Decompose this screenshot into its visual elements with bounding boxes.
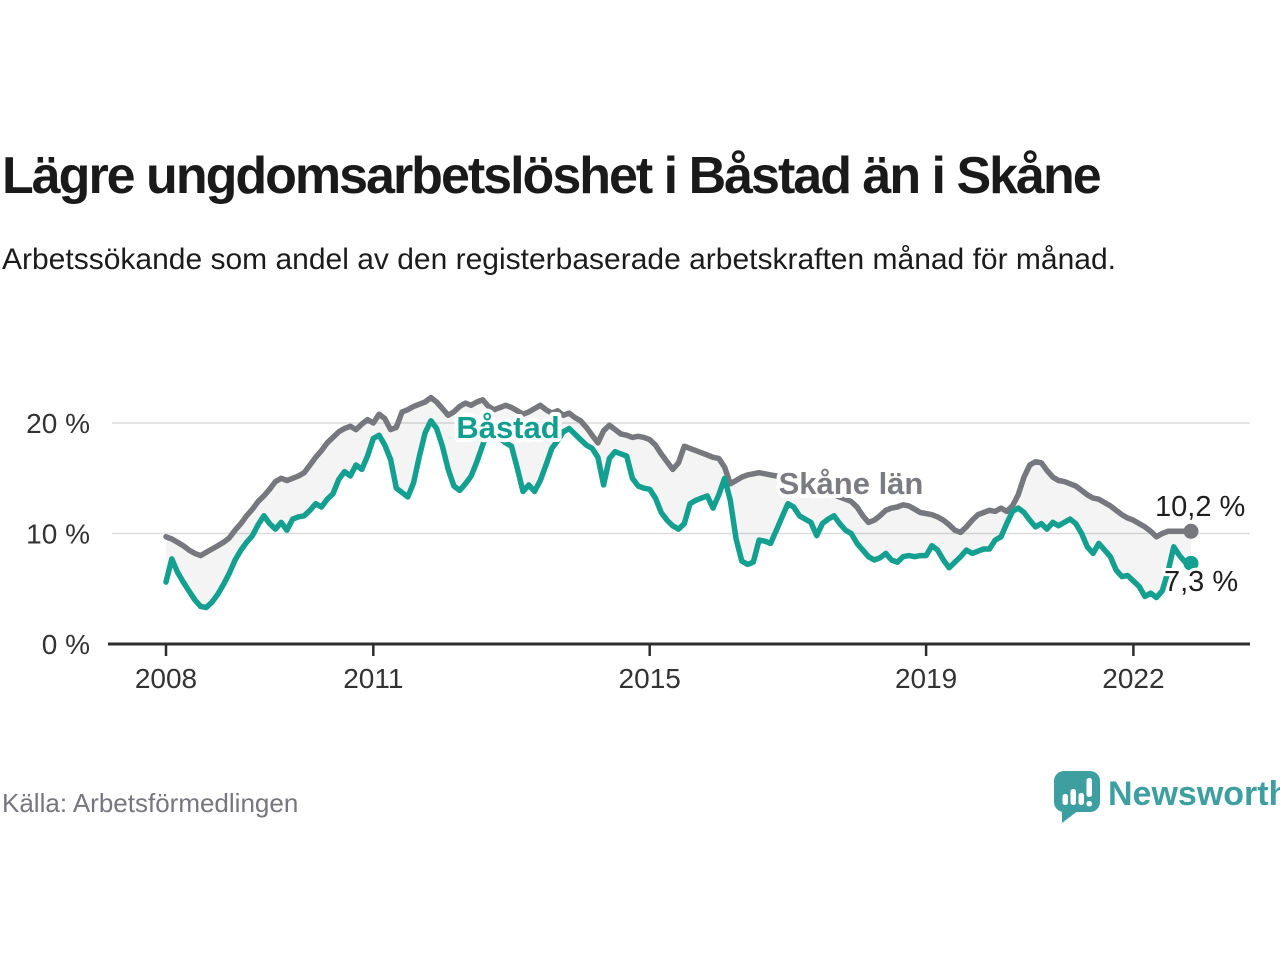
page-title: Lägre ungdomsarbetslöshet i Båstad än i … <box>2 147 1102 205</box>
source-note: Källa: Arbetsförmedlingen <box>2 788 299 818</box>
y-tick-label: 20 % <box>26 408 90 439</box>
unemployment-line-chart: 20 % 10 % 0 % 2008 2011 2015 2019 2022 Skåne lä… <box>0 372 1280 712</box>
page-subtitle: Arbetssökande som andel av den registerb… <box>2 243 1116 276</box>
end-value-label-skane: 10,2 % <box>1155 491 1245 523</box>
y-tick-label: 10 % <box>26 519 90 550</box>
end-value-label-bastad: 7,3 % <box>1164 566 1238 598</box>
x-tick-label: 2008 <box>135 663 197 694</box>
x-tick-label: 2019 <box>895 663 957 694</box>
series-label-skane: Skåne län <box>779 466 924 501</box>
y-tick-label: 0 % <box>42 629 90 660</box>
chart-speech-bubble-icon <box>1054 771 1100 823</box>
x-tick-label: 2015 <box>619 663 681 694</box>
series-end-dot-0 <box>1183 523 1199 539</box>
chart-svg: 20 % 10 % 0 % 2008 2011 2015 2019 2022 Skåne lä… <box>26 394 1250 694</box>
x-tick-label: 2011 <box>343 663 403 694</box>
series-line-1 <box>163 418 1194 611</box>
series-end-dot-1 <box>1183 555 1199 571</box>
series-label-bastad: Båstad <box>456 410 559 445</box>
newsworthy-logo: Newsworthy <box>1050 768 1280 824</box>
brand-name: Newsworthy <box>1108 775 1280 813</box>
between-series-area <box>166 397 1191 608</box>
x-tick-label: 2022 <box>1102 663 1164 694</box>
series-line-0 <box>163 394 1194 559</box>
